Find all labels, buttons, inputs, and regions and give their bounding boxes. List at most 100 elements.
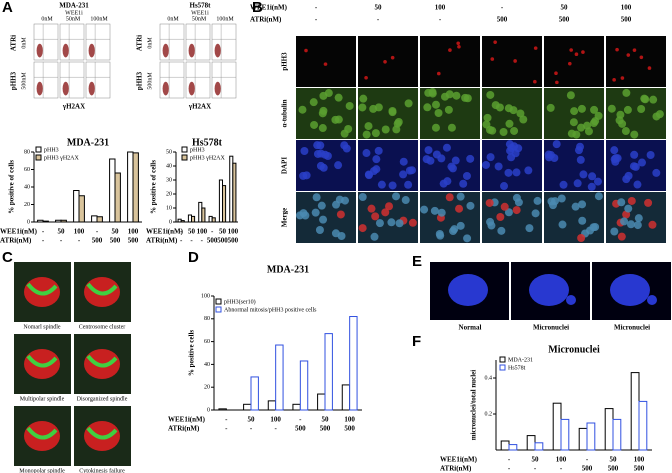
caption: Disorganized spindle <box>77 396 128 402</box>
y-tick-label: 50 <box>166 149 172 155</box>
bar <box>586 422 596 451</box>
cell <box>420 205 429 214</box>
caption: Nomarl spindle <box>23 324 60 330</box>
row-label: Merge <box>281 208 289 227</box>
cell <box>372 165 381 174</box>
panel-label: A <box>2 0 13 16</box>
y-tick-label: 0 <box>169 219 172 225</box>
condition-head: ATRi(nM) <box>250 16 282 24</box>
cell <box>505 119 514 128</box>
cells <box>36 43 43 58</box>
y-tick-label: 20 <box>24 202 30 208</box>
cell <box>577 123 586 132</box>
legend-swatch <box>215 298 222 305</box>
x-tick-label: 500 <box>92 237 103 245</box>
legend-swatch <box>181 154 188 161</box>
condition-head: ATRi(nM) <box>146 237 178 245</box>
x-tick-label: 500 <box>207 237 218 245</box>
cell <box>324 89 333 98</box>
legend-label: pHH3 γH2AX <box>190 155 225 161</box>
micrograph <box>420 36 480 87</box>
x-tick-label: 50 <box>322 416 330 424</box>
x-tick-label: 50 <box>248 416 256 424</box>
cell <box>611 157 620 166</box>
bar <box>73 190 80 223</box>
cell <box>620 217 629 226</box>
cell <box>312 193 321 202</box>
cell <box>316 141 325 150</box>
cell <box>315 226 324 235</box>
bar <box>275 344 284 411</box>
flow-col: 100nM <box>90 16 108 22</box>
cell <box>436 71 441 76</box>
cell <box>634 214 643 223</box>
spindle <box>26 354 58 368</box>
bar <box>526 435 536 451</box>
cell <box>392 125 401 134</box>
cell <box>451 156 460 165</box>
cell <box>423 103 432 112</box>
x-tick-label: 50 <box>58 228 66 236</box>
cell <box>323 151 332 160</box>
condition: 100 <box>435 4 446 12</box>
cell <box>486 90 495 99</box>
cell <box>572 130 581 139</box>
x-tick-label: 100 <box>228 228 239 236</box>
cell <box>462 171 471 180</box>
legend-label: Hs578t <box>508 365 526 371</box>
condition: - <box>439 16 442 24</box>
cell <box>519 115 528 124</box>
cell <box>647 66 652 70</box>
cell <box>456 221 465 230</box>
panel-label: C <box>2 249 13 266</box>
cell <box>652 168 661 177</box>
cell <box>383 59 387 64</box>
x-tick-label: 50 <box>610 456 618 464</box>
y-tick-label: 80 <box>24 149 30 155</box>
cell <box>546 103 555 112</box>
cell <box>514 144 523 153</box>
x-tick-label: 100 <box>634 456 645 464</box>
bar <box>560 418 570 451</box>
cell <box>488 126 497 135</box>
y-tick-label: 0 <box>27 219 30 225</box>
bar <box>341 384 351 411</box>
cell <box>588 172 597 181</box>
cell <box>554 71 558 76</box>
cell <box>637 158 646 167</box>
cell <box>570 107 579 116</box>
bar <box>42 220 49 223</box>
x-tick-label: 100 <box>556 456 567 464</box>
flow-plot <box>85 23 111 61</box>
cell <box>377 180 386 189</box>
cell <box>445 193 454 202</box>
cell <box>586 226 595 235</box>
cell <box>390 55 395 60</box>
caption: Multipolar spindle <box>20 396 65 402</box>
cell <box>509 106 518 115</box>
cell <box>566 91 575 100</box>
cell <box>334 115 343 124</box>
bar <box>604 408 614 451</box>
x-tick-label: 50 <box>188 228 196 236</box>
x-tick-label: 500 <box>128 237 139 245</box>
cell <box>401 196 410 205</box>
condition: 50 <box>561 4 569 12</box>
x-tick-label: - <box>180 228 183 236</box>
x-tick-label: - <box>42 237 45 245</box>
y-tick-label: 0.4 <box>485 375 493 381</box>
cell <box>500 202 509 211</box>
cell <box>557 194 566 203</box>
bar <box>222 185 227 223</box>
cell <box>510 126 519 135</box>
cell <box>442 143 451 152</box>
cell <box>649 95 658 104</box>
bar <box>211 217 216 223</box>
flow-col: 50nM <box>192 16 207 22</box>
flow-row: 0nM <box>21 37 27 49</box>
x-tick-label: - <box>211 228 214 236</box>
bar <box>500 440 510 451</box>
cell <box>623 105 632 114</box>
cell <box>362 130 371 139</box>
condition-head: WEE1i(nM) <box>146 228 184 236</box>
